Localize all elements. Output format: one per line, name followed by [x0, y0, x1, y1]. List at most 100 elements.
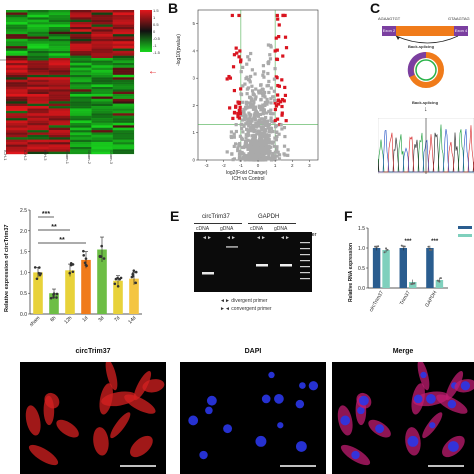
significant-point [280, 113, 284, 117]
nonsignificant-point [243, 158, 247, 162]
heatmap-cell [27, 46, 49, 49]
nonsignificant-point [244, 136, 248, 140]
gel-band [256, 264, 268, 267]
data-point [84, 257, 88, 260]
heatmap-cell [48, 113, 71, 116]
heatmap-cell [91, 96, 113, 99]
data-point [70, 263, 74, 266]
sanger-chromatogram [378, 118, 474, 174]
nonsignificant-point [275, 134, 279, 139]
heatmap-cell [70, 29, 92, 32]
nonsignificant-point [241, 84, 245, 88]
heatmap-cell [70, 48, 92, 51]
micrograph-title-merge: Merge [392, 348, 414, 355]
heatmap-cell [112, 41, 135, 44]
heatmap-cell [6, 29, 28, 32]
nonsignificant-point [260, 151, 264, 155]
heatmap-cell [27, 130, 49, 133]
nonsignificant-point [246, 122, 250, 126]
heatmap-cell [91, 86, 113, 90]
heatmap-cell [48, 134, 71, 138]
heatmap-cell [70, 12, 92, 15]
nonsignificant-point [232, 132, 236, 136]
heatmap-cell [48, 24, 71, 27]
heatmap-cell [48, 58, 71, 61]
heatmap-cell [70, 34, 92, 37]
nonsignificant-point [275, 145, 279, 149]
nonsignificant-point [251, 123, 255, 127]
heatmap-cell [70, 17, 92, 20]
heatmap-cell [6, 48, 28, 51]
lane-label: cDNA [196, 226, 210, 232]
nonsignificant-point [259, 144, 263, 148]
nonsignificant-point [230, 152, 234, 156]
ladder-band [300, 272, 310, 274]
nonsignificant-point [254, 154, 258, 159]
heatmap-cell [112, 137, 135, 140]
heatmap-cell [27, 43, 49, 47]
nonsignificant-point [249, 105, 253, 109]
heatmap-cell [27, 19, 49, 23]
heatmap-cell [112, 139, 135, 143]
x-tick-label: 1 [274, 163, 277, 168]
heatmap-cell [91, 58, 113, 61]
heatmap-cell [48, 122, 71, 126]
data-point [134, 270, 138, 274]
x-tick-label: -1 [239, 163, 243, 168]
gel-band [226, 246, 238, 248]
heatmap-cell [70, 103, 92, 107]
heatmap-cell [48, 91, 71, 95]
nonsignificant-point [262, 108, 266, 112]
heatmap-cell [27, 91, 49, 95]
heatmap-cell [70, 10, 92, 13]
significant-point [276, 83, 280, 88]
bar [382, 250, 390, 288]
nonsignificant-point [249, 99, 254, 103]
heatmap-cell [27, 77, 49, 80]
data-point [131, 272, 135, 276]
y-tick-label: 0.5 [20, 291, 27, 297]
significant-point [281, 13, 285, 18]
nonsignificant-point [248, 74, 253, 79]
heatmap-cell [91, 82, 113, 85]
heatmap-cell [112, 65, 135, 68]
rna-expression-bar-chart: 0.0 0.5 1.0 1.5 circTrim37 Trim37 GAPDH *** *** [358, 226, 472, 313]
legend-convergent: ►◄ convergent primer [220, 306, 272, 312]
heatmap-cell [70, 139, 92, 143]
convergent-primer-icon: ►◄ [220, 306, 230, 312]
ladder-band [300, 260, 310, 262]
nonsignificant-point [250, 134, 254, 138]
heatmap-cell [91, 22, 113, 25]
nonsignificant-point [265, 102, 269, 106]
heatmap-cell [6, 46, 28, 49]
y-tick-label: 1 [192, 130, 195, 135]
heatmap-cell [70, 142, 92, 145]
heatmap-cell [48, 26, 71, 30]
data-point [383, 251, 386, 254]
heatmap-cell [6, 31, 28, 35]
heatmap-cell [27, 89, 49, 92]
heatmap-cell [6, 77, 28, 80]
category-label: GAPDH [424, 290, 438, 309]
significant-point [283, 35, 288, 39]
bar [129, 278, 139, 314]
significant-point [273, 101, 277, 105]
heatmap-cell [70, 151, 92, 155]
nonsignificant-point [259, 97, 263, 102]
significant-point [280, 98, 285, 102]
volcano-frame [197, 9, 319, 161]
heatmap-cell [70, 14, 92, 18]
cell-nucleus [426, 394, 436, 404]
nonsignificant-point [229, 134, 233, 138]
significant-point [282, 99, 286, 103]
nonsignificant-point [261, 106, 265, 110]
data-point [39, 272, 43, 275]
nonsignificant-point [253, 72, 257, 76]
data-point [410, 282, 413, 285]
heatmap-cell [70, 113, 92, 116]
heatmap-cell [112, 96, 135, 99]
nonsignificant-point [273, 154, 277, 158]
data-point [98, 255, 102, 259]
nonsignificant-point [261, 64, 266, 68]
nonsignificant-point [256, 121, 261, 125]
